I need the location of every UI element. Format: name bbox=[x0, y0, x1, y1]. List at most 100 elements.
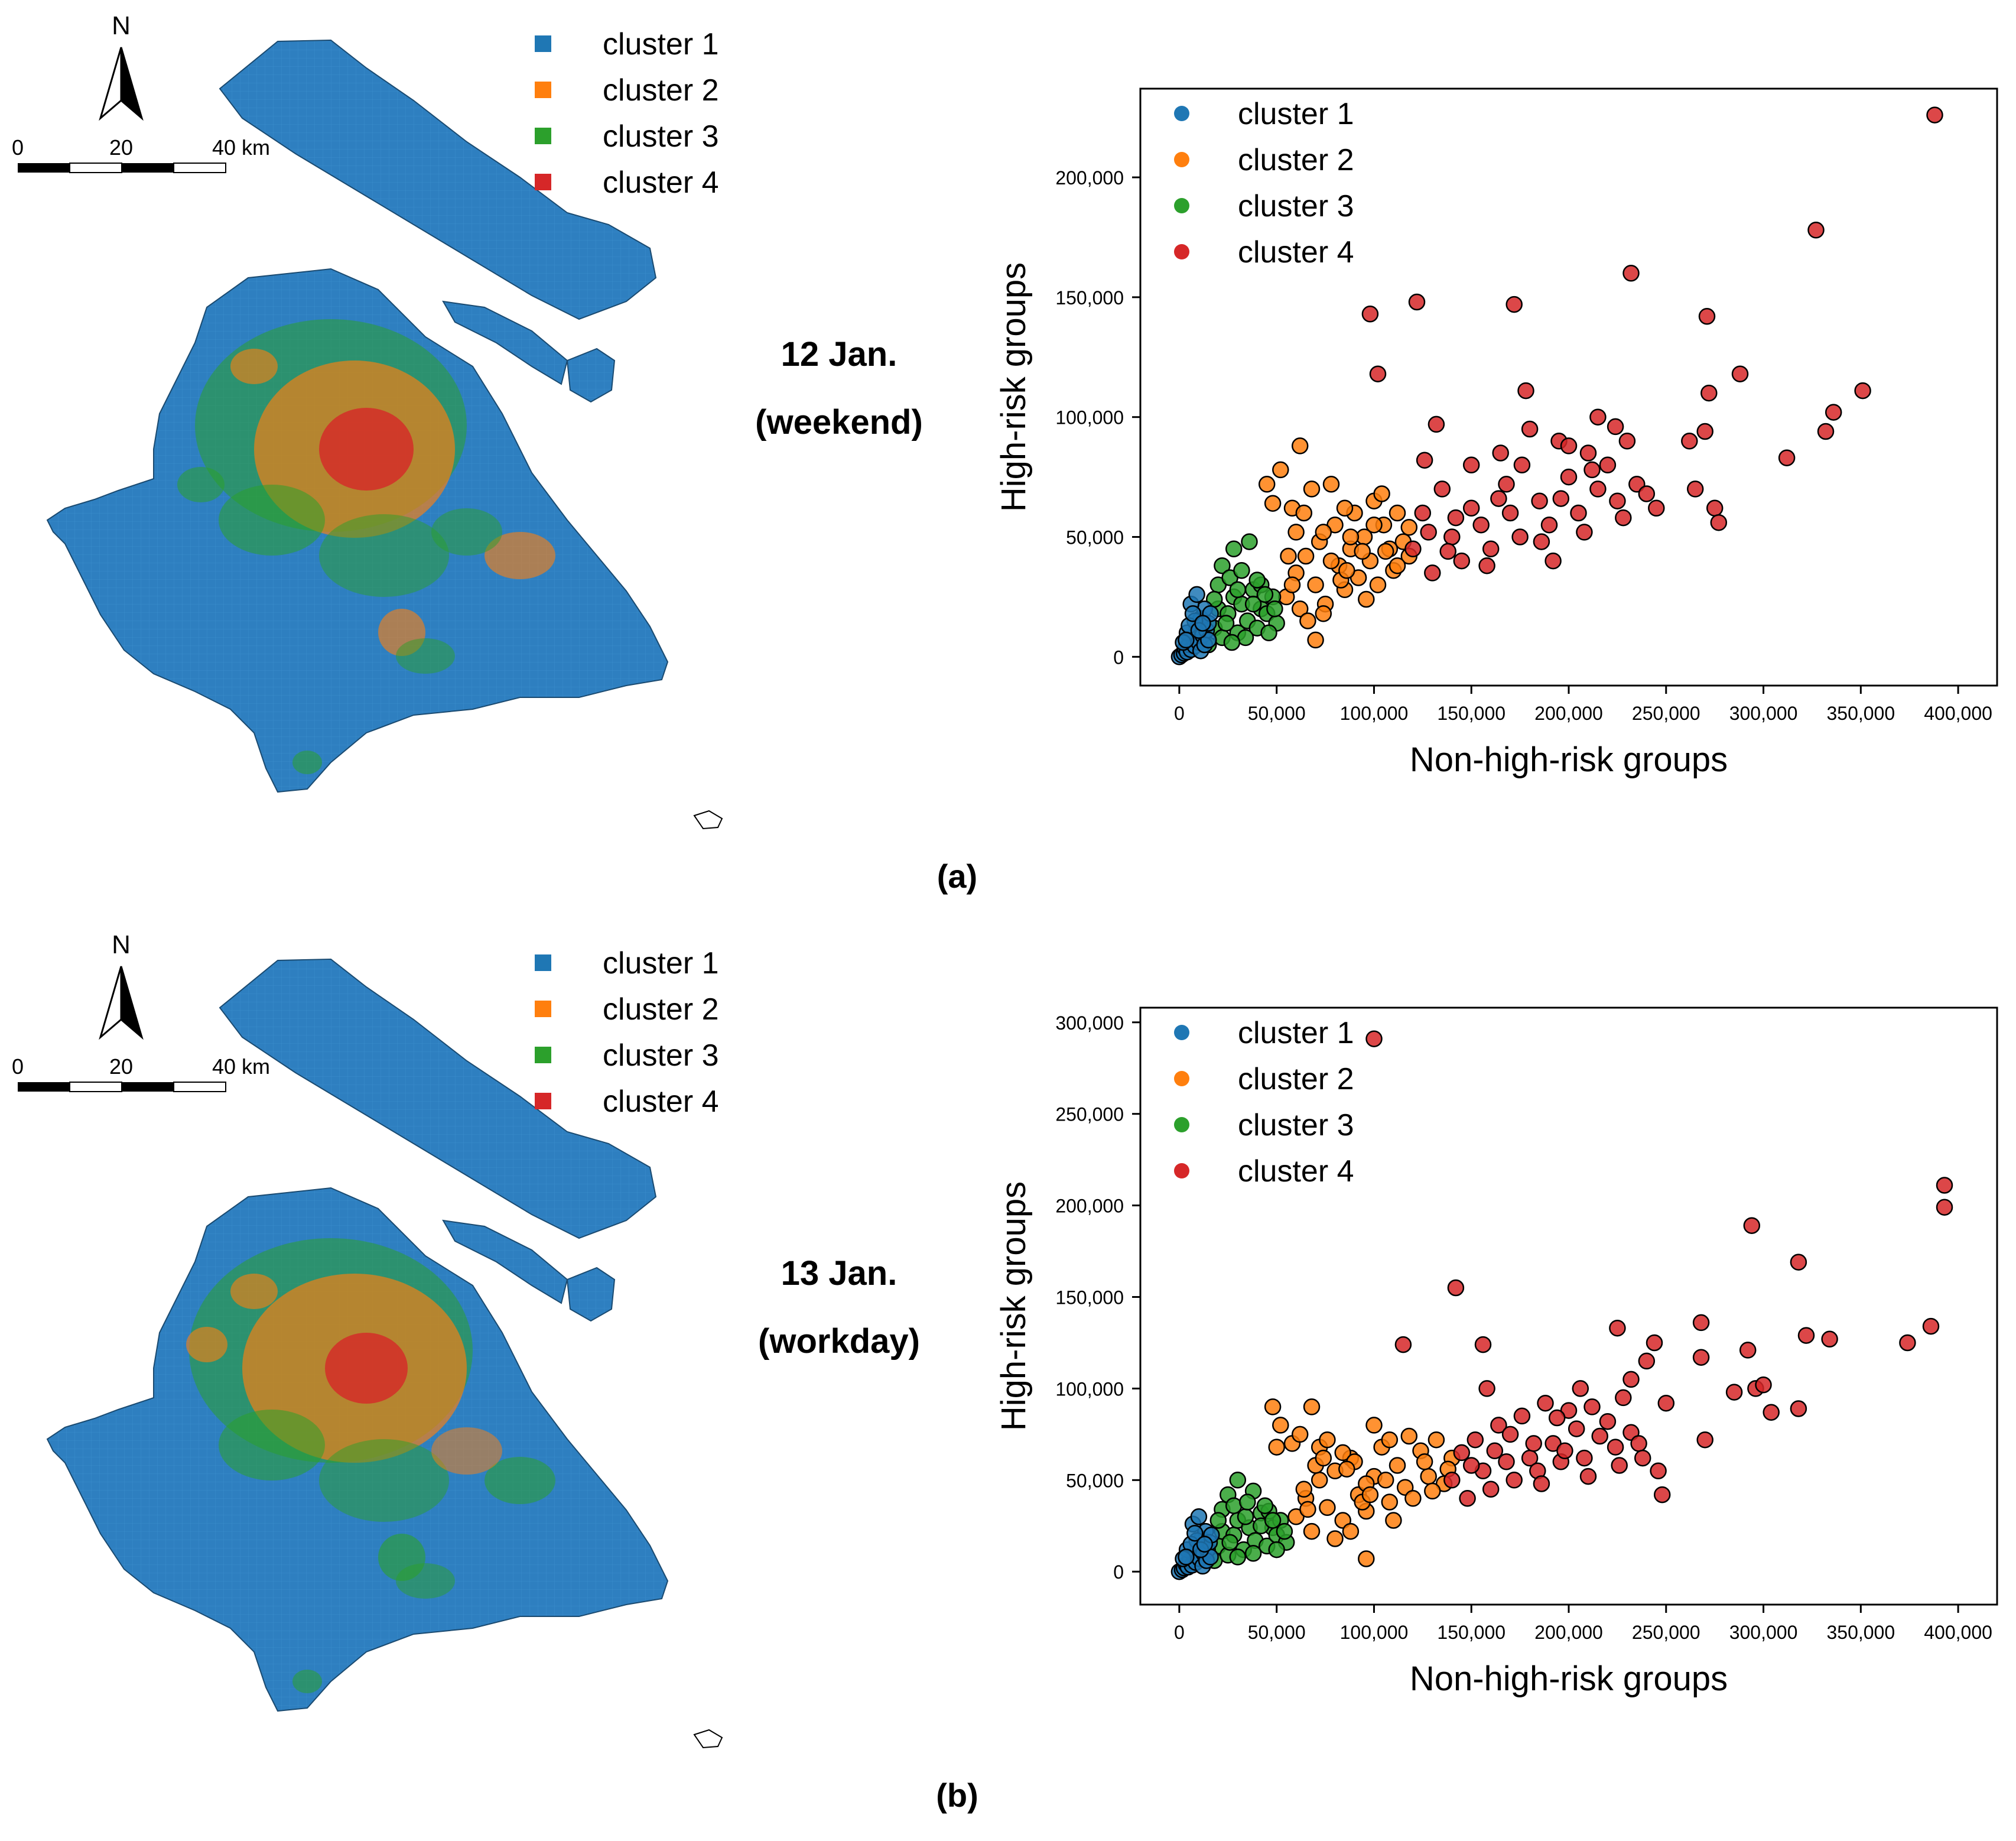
data-point bbox=[1657, 1394, 1675, 1412]
data-point bbox=[1264, 1512, 1282, 1529]
legend-swatch-cluster-3 bbox=[535, 1047, 551, 1063]
data-point bbox=[1394, 1336, 1412, 1353]
data-point bbox=[1365, 1417, 1383, 1434]
data-point bbox=[1579, 444, 1597, 462]
map-legend-item: cluster 1 bbox=[520, 943, 756, 989]
scale-bar: 0 20 40 km bbox=[12, 135, 270, 173]
day-type-label: (weekend) bbox=[755, 403, 923, 441]
data-point bbox=[1453, 1444, 1471, 1462]
data-point bbox=[1696, 423, 1713, 440]
data-point bbox=[1272, 1417, 1289, 1434]
data-point bbox=[1653, 1486, 1671, 1504]
data-point bbox=[1311, 1472, 1328, 1489]
data-point bbox=[1404, 1490, 1422, 1507]
data-point bbox=[1638, 1352, 1656, 1370]
y-tick-label: 200,000 bbox=[1055, 167, 1124, 189]
data-point bbox=[1322, 476, 1340, 493]
island-chongming bbox=[219, 958, 657, 1239]
data-point bbox=[1237, 1508, 1254, 1525]
legend-label: cluster 4 bbox=[1238, 1154, 1354, 1189]
data-point bbox=[1589, 408, 1607, 426]
data-point bbox=[1225, 540, 1243, 558]
data-point bbox=[1307, 576, 1324, 593]
data-point bbox=[1576, 1449, 1593, 1467]
data-point bbox=[1342, 528, 1360, 546]
data-point bbox=[1447, 1279, 1465, 1297]
data-point bbox=[1229, 581, 1247, 599]
data-point bbox=[1533, 1475, 1550, 1492]
data-point bbox=[1552, 490, 1570, 507]
data-point bbox=[1926, 106, 1943, 124]
data-point bbox=[1358, 1550, 1375, 1567]
data-point bbox=[1646, 1334, 1663, 1352]
data-point bbox=[1583, 461, 1601, 479]
data-point bbox=[1692, 1349, 1710, 1366]
data-point bbox=[1433, 480, 1451, 498]
data-point bbox=[1607, 1439, 1624, 1456]
data-point bbox=[1414, 504, 1432, 522]
legend-label-cluster-2: cluster 2 bbox=[603, 73, 719, 108]
data-point bbox=[1490, 1417, 1507, 1434]
y-tick-label: 250,000 bbox=[1055, 1104, 1124, 1125]
data-point bbox=[1416, 1453, 1433, 1470]
scale-label-20: 20 bbox=[109, 1054, 133, 1079]
data-point bbox=[1291, 600, 1309, 618]
legend-marker bbox=[1174, 106, 1189, 121]
x-axis-title: Non-high-risk groups bbox=[1410, 741, 1728, 779]
legend-label-cluster-4: cluster 4 bbox=[603, 165, 719, 200]
legend-label: cluster 2 bbox=[1238, 143, 1354, 177]
data-point bbox=[1501, 1426, 1519, 1443]
data-point bbox=[1506, 296, 1523, 313]
date-label: 13 Jan. bbox=[781, 1254, 898, 1293]
data-point bbox=[1303, 1398, 1321, 1415]
data-point bbox=[1531, 492, 1548, 509]
data-point bbox=[1338, 562, 1355, 579]
data-point bbox=[1186, 1524, 1204, 1542]
urban-clusters bbox=[186, 1238, 555, 1693]
data-point bbox=[1755, 1376, 1772, 1394]
map-legend-item: cluster 2 bbox=[520, 989, 756, 1035]
data-point bbox=[1650, 1462, 1667, 1480]
data-point bbox=[1424, 564, 1441, 582]
data-point bbox=[1583, 1398, 1601, 1415]
scatter-legend: cluster 1 cluster 2 cluster 3 cluster 4 bbox=[1174, 1016, 1354, 1189]
data-point bbox=[1467, 1431, 1484, 1449]
data-point bbox=[1743, 1217, 1761, 1234]
data-point bbox=[1462, 1457, 1480, 1474]
data-point bbox=[1498, 1453, 1515, 1470]
data-point bbox=[1533, 533, 1550, 550]
x-tick-label: 150,000 bbox=[1437, 1622, 1506, 1643]
x-tick-label: 350,000 bbox=[1826, 703, 1895, 724]
data-point bbox=[1548, 1409, 1566, 1427]
data-point bbox=[1229, 1472, 1247, 1489]
series-cluster-2 bbox=[1258, 437, 1418, 649]
data-point bbox=[1609, 492, 1626, 509]
data-point bbox=[1295, 504, 1313, 522]
data-point bbox=[1486, 1442, 1504, 1460]
plot-frame bbox=[1139, 1006, 1998, 1606]
date-label: 12 Jan. bbox=[781, 335, 898, 374]
legend-swatch-cluster-2 bbox=[535, 1001, 551, 1017]
data-point bbox=[1513, 456, 1531, 474]
data-point bbox=[1482, 1480, 1500, 1498]
scatter-legend: cluster 1 cluster 2 cluster 3 cluster 4 bbox=[1174, 97, 1354, 270]
data-point bbox=[1474, 1336, 1492, 1353]
data-point bbox=[1615, 509, 1632, 527]
data-point bbox=[1334, 1444, 1351, 1462]
data-point bbox=[1299, 1501, 1316, 1518]
panel-letter: (b) bbox=[936, 1777, 978, 1814]
map-legend-item: cluster 1 bbox=[520, 24, 756, 70]
data-point bbox=[1462, 499, 1480, 517]
legend-label-cluster-3: cluster 3 bbox=[603, 1038, 719, 1073]
north-label: N bbox=[112, 11, 131, 40]
data-point bbox=[1241, 533, 1258, 550]
data-point bbox=[1560, 468, 1578, 486]
data-point bbox=[1258, 476, 1276, 493]
data-point bbox=[1725, 1384, 1743, 1401]
data-point bbox=[1817, 423, 1835, 440]
data-point bbox=[1807, 222, 1825, 239]
data-point bbox=[1556, 1442, 1573, 1460]
legend-label: cluster 1 bbox=[1238, 97, 1354, 131]
data-point bbox=[1400, 519, 1418, 536]
data-point bbox=[1854, 382, 1871, 400]
